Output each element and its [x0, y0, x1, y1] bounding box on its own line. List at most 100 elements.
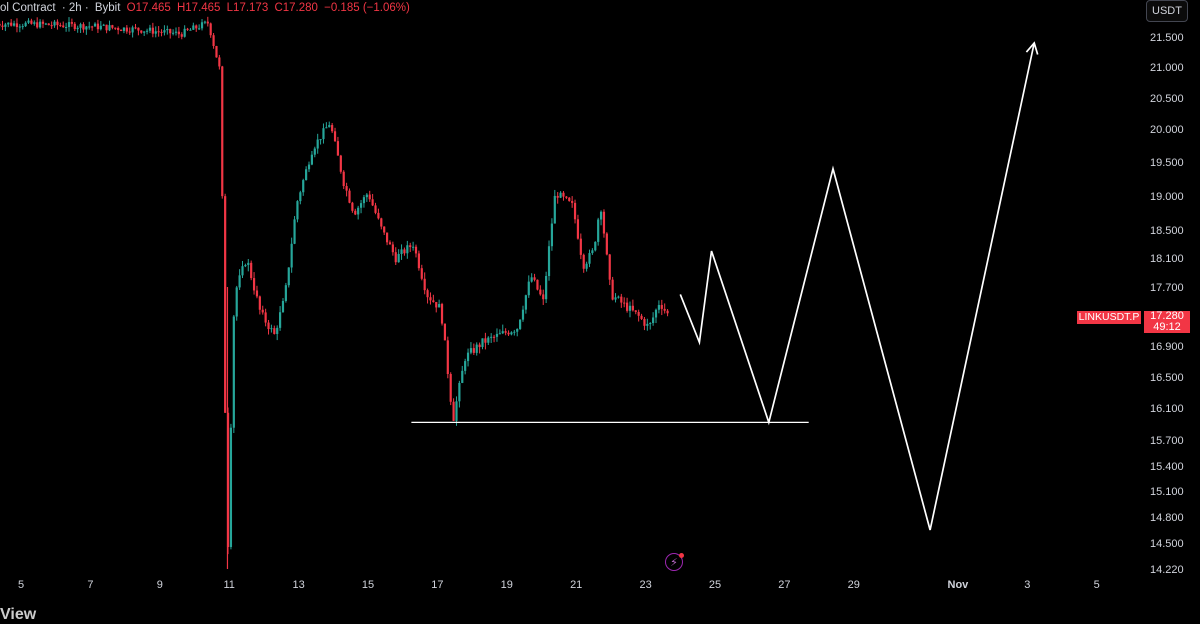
candle — [99, 21, 102, 31]
candle — [119, 29, 123, 32]
candle — [383, 226, 386, 236]
candles-group — [0, 16, 669, 569]
candle — [134, 23, 137, 30]
candle — [657, 300, 661, 314]
candle — [602, 209, 606, 238]
candle — [403, 247, 406, 256]
candle — [556, 192, 559, 204]
candle — [585, 261, 588, 272]
candle — [56, 19, 59, 30]
candle — [547, 240, 551, 281]
candle — [148, 24, 152, 34]
candle — [238, 269, 241, 290]
date-tick-label: 19 — [501, 579, 513, 591]
candle — [224, 193, 227, 414]
date-axis[interactable]: 5 7 9 11 13 15 17 19 21 23 25 27 29 Nov 3 5 — [18, 579, 1100, 591]
candle — [498, 329, 501, 335]
candle — [105, 24, 108, 34]
candle — [620, 293, 623, 308]
candle — [409, 242, 412, 253]
candle — [287, 267, 290, 288]
candle — [466, 348, 470, 367]
candle — [391, 241, 394, 256]
symbol-legend[interactable]: ol Contract · 2h · Bybit O17.465 H17.465… — [0, 2, 413, 14]
candle — [172, 29, 175, 36]
candle — [377, 208, 380, 220]
candle — [565, 196, 568, 200]
candle — [169, 28, 172, 39]
currency-button[interactable]: USDT — [1146, 0, 1188, 22]
date-tick-label: 15 — [362, 579, 374, 591]
candle — [640, 313, 643, 320]
price-tick-label: 16.100 — [1150, 403, 1184, 415]
lightning-icon[interactable]: ⚡ — [665, 553, 683, 571]
candle — [143, 31, 146, 36]
candle — [198, 24, 201, 31]
candle — [550, 218, 554, 251]
candle — [67, 17, 71, 32]
candle — [21, 23, 24, 30]
price-tick-label: 21.500 — [1150, 32, 1184, 44]
candle — [157, 26, 160, 37]
candle — [649, 322, 652, 330]
candle — [313, 146, 316, 158]
candle — [0, 21, 1, 29]
candle — [44, 22, 47, 26]
candle — [495, 328, 499, 342]
candle — [15, 18, 19, 33]
price-axis[interactable]: 21.500 21.000 20.500 20.000 19.500 19.000 18.5… — [1150, 32, 1184, 576]
candle — [278, 306, 282, 331]
candle — [666, 309, 669, 317]
candle — [443, 323, 447, 341]
candle — [452, 398, 455, 422]
date-tick-label: 21 — [570, 579, 582, 591]
candle — [186, 27, 189, 31]
candle — [252, 272, 256, 295]
candle — [504, 328, 507, 336]
candle — [24, 21, 27, 28]
candle — [255, 285, 259, 299]
candle — [484, 332, 487, 350]
legend-timeframe: · 2h · — [61, 2, 89, 14]
candle — [4, 22, 7, 32]
candle — [440, 302, 444, 326]
candle — [654, 308, 658, 324]
candle — [374, 202, 377, 215]
candle — [530, 273, 533, 283]
candle — [322, 123, 325, 144]
candle — [50, 21, 53, 29]
price-tick-label: 15.400 — [1150, 461, 1184, 473]
candle — [96, 19, 100, 33]
candle — [325, 122, 328, 129]
price-tick-label: 16.900 — [1150, 341, 1184, 353]
candle — [559, 191, 562, 199]
candle — [438, 299, 441, 308]
candle — [420, 264, 423, 281]
date-tick-label: 17 — [431, 579, 443, 591]
candle — [597, 217, 600, 246]
candle — [114, 27, 117, 30]
candle — [634, 310, 637, 315]
drawings-group[interactable] — [411, 41, 1039, 531]
projection-zigzag[interactable] — [679, 42, 1036, 531]
candle — [643, 316, 646, 331]
candle — [163, 25, 166, 36]
candle — [302, 178, 305, 196]
candle — [59, 22, 62, 27]
candle — [617, 295, 620, 299]
legend-change: −0.185 (−1.06%) — [324, 2, 410, 14]
candle — [446, 336, 449, 379]
price-tick-label: 19.000 — [1150, 191, 1184, 203]
candle — [250, 260, 253, 281]
candle — [414, 244, 418, 258]
candle — [122, 27, 126, 34]
candle — [296, 200, 299, 223]
price-tick-label: 18.100 — [1150, 253, 1184, 265]
candle — [10, 19, 13, 27]
candle — [36, 17, 39, 29]
candle — [232, 314, 235, 433]
date-tick-label: Nov — [948, 579, 970, 591]
date-tick-label: 29 — [848, 579, 860, 591]
